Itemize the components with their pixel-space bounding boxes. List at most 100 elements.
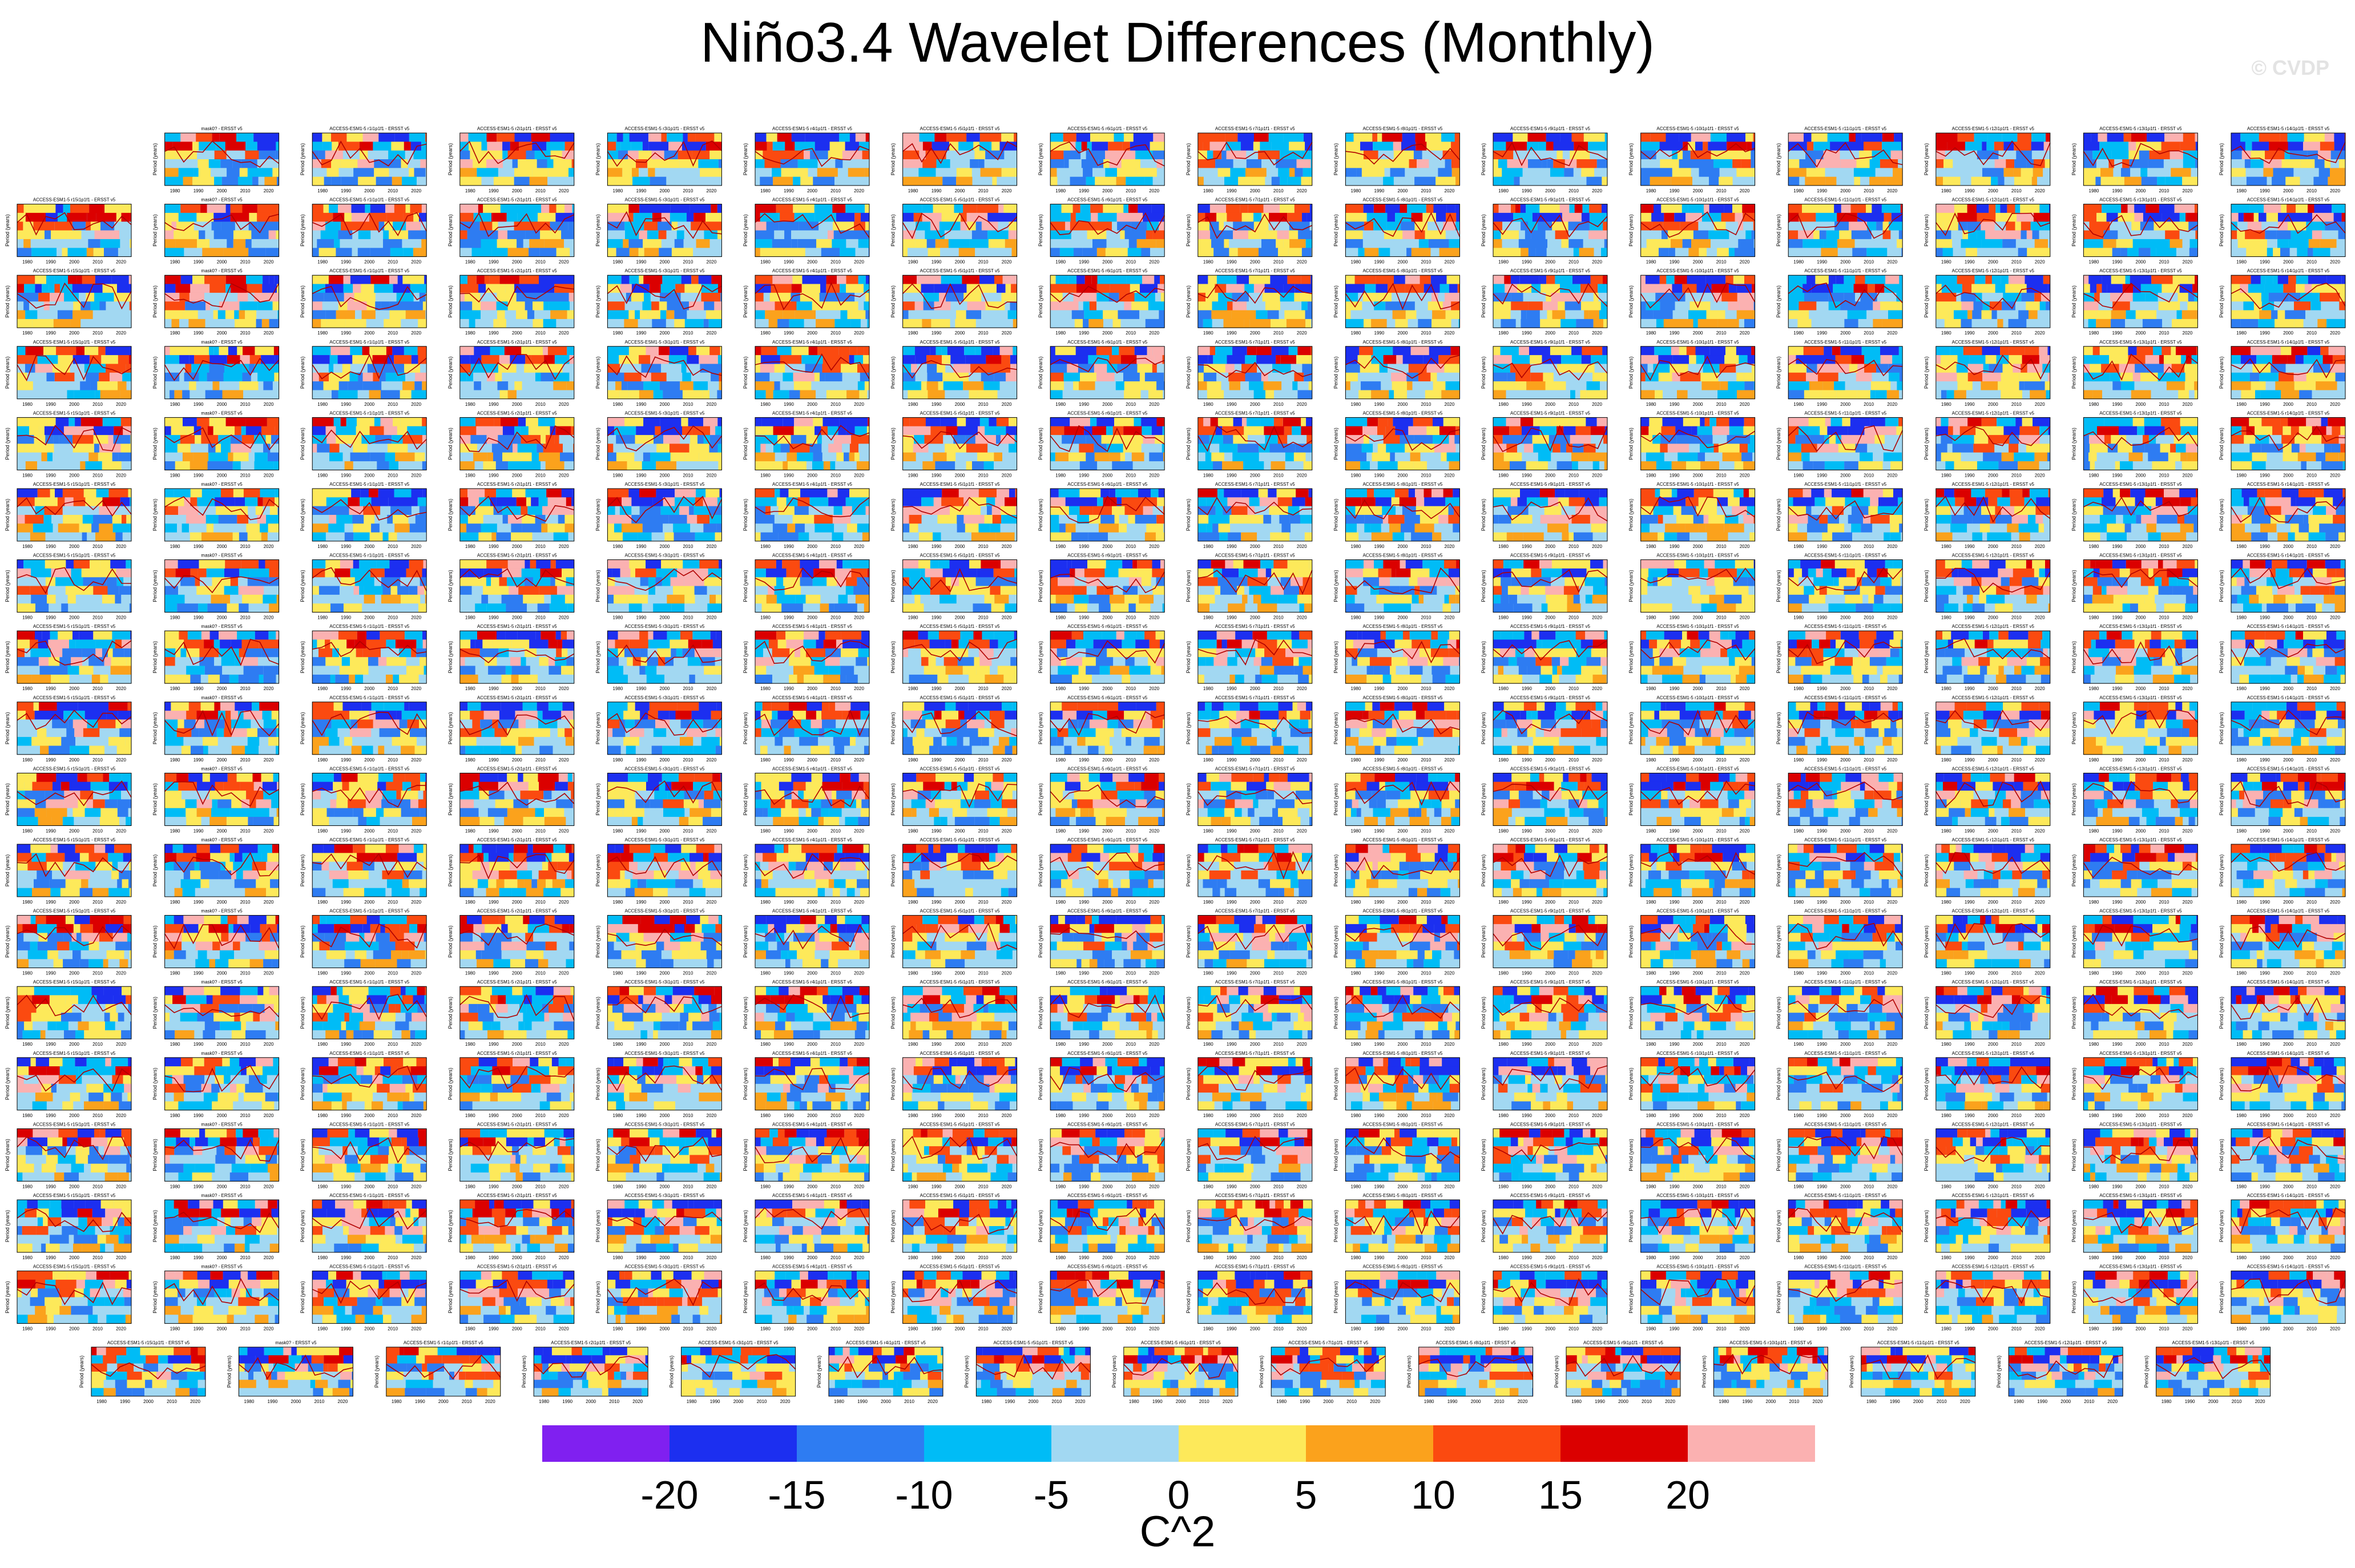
panel-cell [1075,142,1082,151]
panel-cell [1951,301,1962,311]
panel-cell [654,435,663,444]
panel-cell [2018,310,2029,320]
panel-title: mask0? - ERSST v5 [201,268,243,273]
panel-cell [1943,176,1961,186]
panel-cell [2303,319,2318,328]
panel-cell [383,364,404,373]
panel-cell [486,159,503,168]
panel-xtick: 1980 [1793,260,1804,265]
panel-cell [926,239,935,248]
panel-cell [1362,230,1385,240]
panel-cell [553,390,560,400]
panel-cell [934,133,947,142]
panel-cell [1688,248,1699,257]
panel-cell [701,284,718,293]
panel-cell [1002,452,1017,462]
panel-cell [567,346,574,356]
panel-cell [189,390,205,400]
panel-cell [1284,310,1305,320]
panel-cell [607,142,616,151]
panel-cell [1555,275,1572,284]
wavelet-panel: Period (years)1980 1990 2000 2010 2020ACCESS… [2219,197,2346,265]
panel-cell [105,346,126,356]
panel-xtick: 1990 [2260,402,2270,407]
panel-ylabel: Period (years) [1481,357,1486,389]
panel-cell [1289,230,1299,240]
panel-cell [915,230,925,240]
panel-cell [922,212,942,222]
panel-cell [1699,168,1720,178]
panel-cell [1654,381,1673,390]
panel-cell [353,284,361,293]
panel-cell [1277,372,1295,382]
panel-cell [518,159,537,168]
panel-cell [1219,444,1238,453]
panel-cell [277,204,279,213]
panel-cell [2143,212,2162,222]
panel-cell [318,248,336,257]
panel-cell [1969,355,1986,364]
panel-xtick: 2020 [1297,260,1307,265]
panel-cell [626,292,631,302]
panel-cell [261,426,275,436]
panel-cell [1510,461,1526,470]
panel-cell [312,372,319,382]
panel-cell [1090,133,1099,142]
panel-cell [1553,159,1565,168]
panel-cell [1526,310,1540,320]
panel-cell [1514,176,1520,186]
panel-cell [1640,176,1650,186]
panel-cell [931,142,950,151]
panel-cell [1721,292,1737,302]
panel-cell [819,292,838,302]
panel-cell [410,142,422,151]
panel-xtick: 2000 [1102,402,1112,407]
panel-cell [1006,372,1017,382]
panel-cell [2013,168,2021,178]
panel-cell [607,461,627,470]
panel-cell [17,230,34,240]
panel-cell [1203,176,1225,186]
panel-cell [1720,381,1728,390]
panel-cell [1454,435,1460,444]
panel-cell [1002,390,1017,400]
panel-cell [17,292,39,302]
panel-cell [835,461,857,470]
panel-cell [386,212,404,222]
panel-cell [668,355,687,364]
panel-cell [541,435,546,444]
panel-cell [1228,372,1245,382]
panel-xtick: 2010 [1716,188,1727,194]
significance-contour [312,353,427,380]
panel-cell [235,426,241,436]
panel-cell [858,301,864,311]
panel-cell [175,284,191,293]
panel-cell [2136,346,2154,356]
panel-cell [1237,444,1259,453]
panel-cell [1710,133,1727,142]
panel-cell [720,168,722,178]
panel-cell [520,426,529,436]
panel-xtick: 1990 [1670,188,1680,194]
panel-cell [773,390,789,400]
panel-cell [607,301,625,311]
panel-cell [2102,284,2107,293]
panel-cell [1086,435,1102,444]
panel-cell [1253,284,1265,293]
panel-cell [1130,284,1140,293]
panel-cell [864,168,869,178]
panel-cell [1144,452,1150,462]
panel-cell [502,150,508,160]
panel-xtick: 1990 [1522,330,1532,336]
panel-cell [1443,417,1457,427]
panel-cell [1295,168,1303,178]
panel-cell [1555,212,1562,222]
panel-cell [1805,176,1826,186]
panel-cell [1117,168,1136,178]
panel-cell [2157,176,2166,186]
panel-cell [628,150,639,160]
panel-cell [1864,142,1882,151]
panel-cell [1134,292,1148,302]
panel-cell [1583,133,1605,142]
panel-cell [199,230,205,240]
